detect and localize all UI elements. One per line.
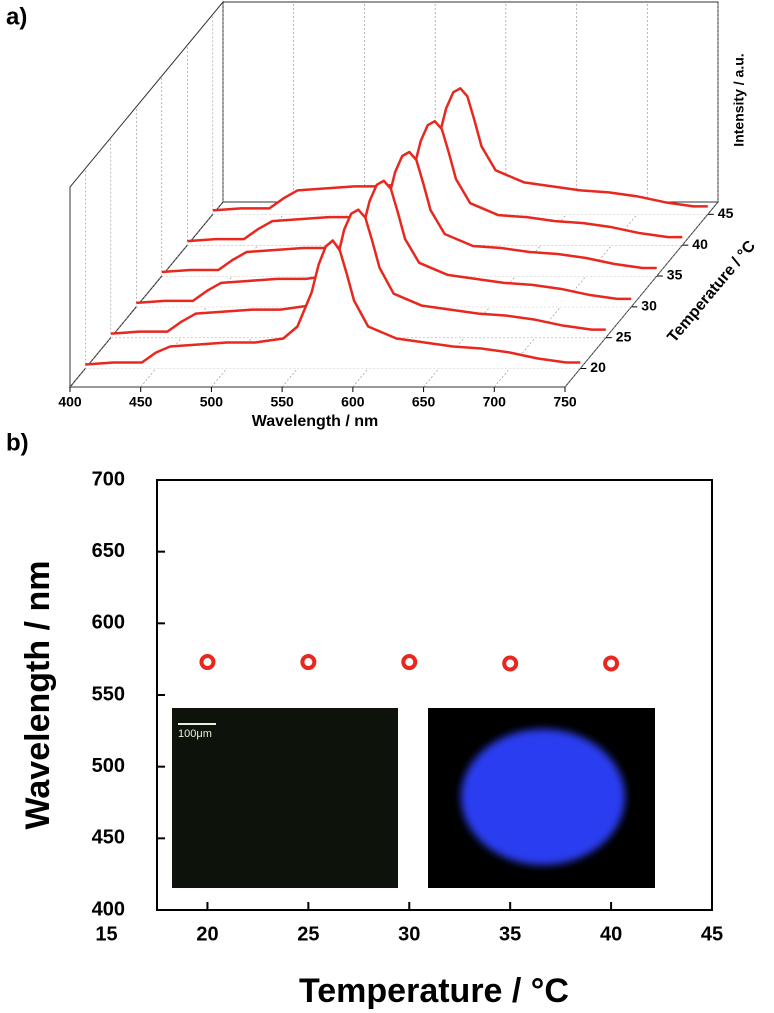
spectrum-fill [212,88,708,215]
inset-label: 100μm [178,728,212,740]
data-point [603,655,620,672]
x-tick-label: 700 [483,394,507,410]
panel-label: a) [6,3,27,30]
y-axis-title: Intensity / a.u. [731,53,747,146]
x-tick-label: 30 [398,923,420,945]
y-tick-label: 500 [92,755,125,777]
data-point [300,654,317,671]
z-tick-label: 45 [718,205,734,221]
y-tick-label: 400 [92,898,125,920]
z-axis-title: Temperature / °C [664,237,759,346]
data-point [401,654,418,671]
z-tick-label: 25 [616,328,632,344]
x-tick-label: 25 [297,923,319,945]
y-tick-label: 450 [92,827,125,849]
x-axis-title: Temperature / °C [299,972,569,1010]
x-tick-label: 750 [553,394,577,410]
spectrum-line [187,119,683,243]
data-point [199,654,216,671]
spectrum-fill [85,240,581,369]
z-tick-label: 40 [692,236,708,252]
grid-line [564,201,719,388]
panel-a: 400 450 500 550 600 650 700 750 20 25 30 35 40 45 a) Wa… [6,0,759,430]
x-tick-label: 400 [58,394,82,410]
spectrum-line [85,239,581,366]
panel-label: b) [6,429,29,456]
x-tick-label: 40 [600,923,622,945]
z-tick-label: 30 [641,298,657,314]
x-tick-label: 35 [499,923,521,945]
y-axis-title: Wavelength / nm [19,561,57,830]
blue-droplet [461,729,625,865]
spectrum-line [136,179,632,305]
spectrum-fill [136,180,632,307]
x-tick-label: 550 [270,394,294,410]
x-tick-label: 650 [412,394,436,410]
x-tick-label: 600 [341,394,365,410]
y-tick-label: 600 [92,612,125,634]
x-tick-label: 45 [701,923,723,945]
inset-image-dark [172,708,398,888]
x-tick-label: 20 [196,923,218,945]
panel-b: 400 450 500 550 600 650 700 15 20 25 30 35 40 45 100μm… [6,429,723,1010]
z-tick-label: 35 [667,267,683,283]
x-tick-label: 450 [129,394,153,410]
y-tick-label: 700 [92,468,125,490]
y-tick-label: 550 [92,683,125,705]
x-tick-label: 500 [200,394,224,410]
spectrum-line [110,208,606,335]
spectrum-fill [110,209,606,338]
spectrum-line [212,87,708,212]
z-tick-label: 20 [590,359,606,375]
spectrum-fill [187,121,683,246]
spectrum-line [161,150,657,274]
spectrum-fill [161,152,657,276]
data-point [502,655,519,672]
y-tick-label: 650 [92,540,125,562]
x-axis-title: Wavelength / nm [252,413,379,430]
x-tick-label: 15 [95,923,117,945]
grid-line [69,201,224,388]
